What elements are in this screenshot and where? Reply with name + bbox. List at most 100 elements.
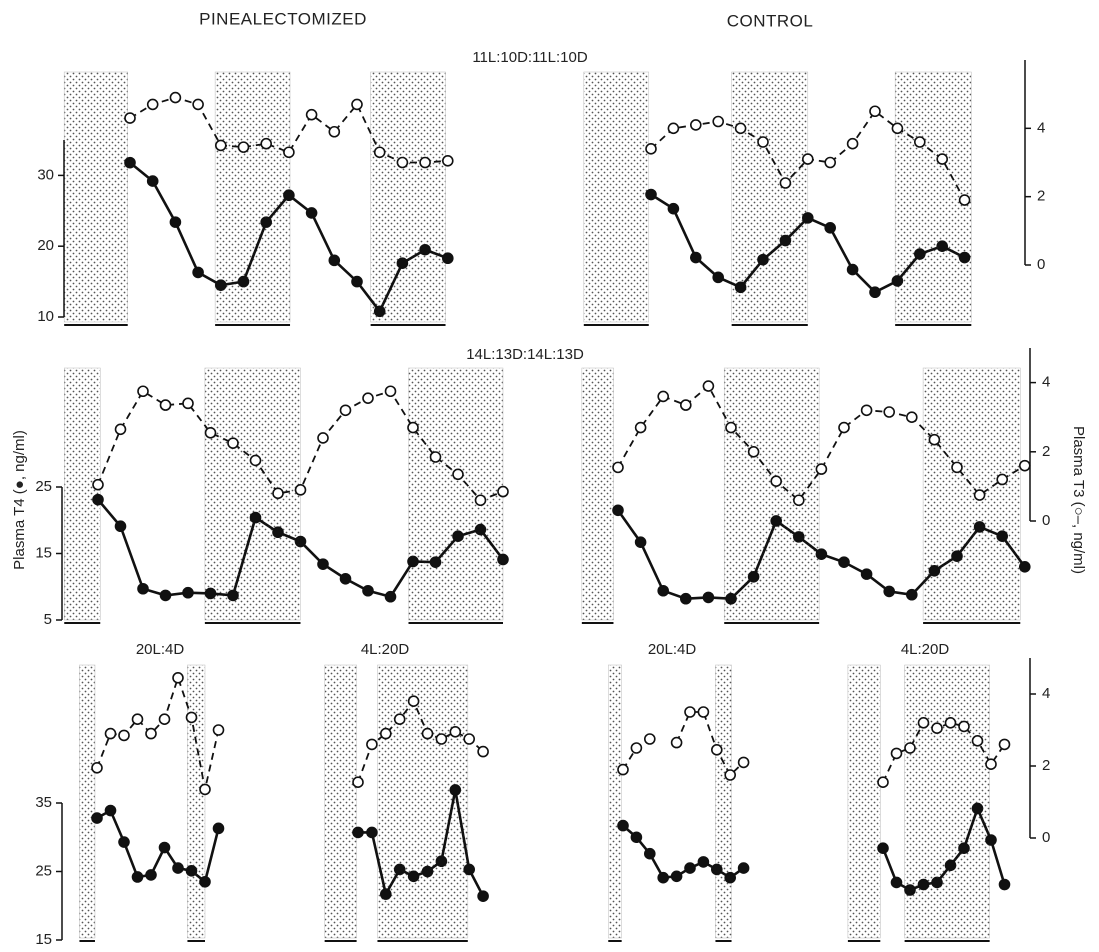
t3-point bbox=[630, 742, 643, 754]
dark-period bbox=[847, 664, 881, 939]
t4-point bbox=[260, 216, 273, 228]
t4-point bbox=[204, 587, 217, 600]
y2-tick-label: 0 bbox=[1042, 829, 1050, 846]
dark-period bbox=[187, 664, 206, 939]
t4-point bbox=[215, 279, 227, 291]
t4-point bbox=[958, 251, 971, 264]
y2-tick-label: 0 bbox=[1042, 512, 1050, 529]
t3-point bbox=[294, 484, 307, 496]
t4-point bbox=[172, 862, 184, 874]
t4-point bbox=[146, 175, 159, 187]
t3-point bbox=[305, 108, 318, 121]
t4-point bbox=[1019, 560, 1031, 573]
t3-point bbox=[283, 146, 295, 159]
t3-point bbox=[328, 125, 341, 138]
t3-point bbox=[124, 112, 136, 124]
t3-point bbox=[435, 733, 448, 745]
t3-point bbox=[617, 763, 629, 776]
t3-point bbox=[702, 380, 715, 392]
y-tick-label: 25 bbox=[35, 862, 52, 879]
t4-point bbox=[846, 263, 859, 276]
dark-period bbox=[324, 664, 357, 939]
t4-point bbox=[985, 834, 997, 846]
t4-point bbox=[159, 589, 172, 602]
t4-point bbox=[283, 189, 295, 202]
t4-point bbox=[212, 822, 225, 835]
t3-point bbox=[182, 397, 194, 410]
panel-title: 20L:4D bbox=[648, 641, 697, 658]
y2-axis-label: Plasma T3 (○–, ng/ml) bbox=[1070, 426, 1087, 574]
t4-point bbox=[958, 842, 970, 855]
t3-point bbox=[407, 421, 419, 434]
t3-point bbox=[137, 385, 149, 398]
t4-point bbox=[890, 876, 903, 889]
panel-title: 20L:4D bbox=[136, 641, 185, 658]
t3-point bbox=[362, 392, 374, 404]
t3-point bbox=[657, 390, 670, 403]
t3-point bbox=[971, 734, 984, 747]
t3-point bbox=[996, 473, 1009, 486]
t3-point bbox=[913, 136, 926, 148]
t3-point bbox=[474, 494, 487, 507]
t3-point bbox=[838, 421, 850, 434]
t4-point bbox=[928, 564, 941, 577]
t4-point bbox=[877, 842, 889, 855]
t3-point bbox=[91, 761, 103, 774]
t4-point bbox=[702, 591, 715, 604]
t4-point bbox=[351, 275, 363, 288]
t3-point bbox=[169, 91, 182, 104]
t3-point bbox=[757, 136, 769, 148]
panel-title: 4L:20D bbox=[361, 641, 410, 658]
t4-point bbox=[114, 520, 127, 533]
t4-point bbox=[869, 286, 881, 299]
t3-point bbox=[384, 385, 397, 398]
t4-point bbox=[463, 863, 476, 876]
t3-point bbox=[890, 747, 903, 760]
t4-point bbox=[441, 252, 454, 265]
t3-point bbox=[199, 783, 211, 796]
t4-point bbox=[449, 784, 462, 796]
t3-point bbox=[352, 776, 364, 789]
t4-point bbox=[185, 865, 198, 877]
t4-point bbox=[131, 871, 144, 883]
t4-point bbox=[667, 202, 680, 215]
y2-tick-label: 2 bbox=[1042, 443, 1050, 460]
t4-point bbox=[407, 870, 420, 883]
t3-point bbox=[477, 745, 489, 758]
y-tick-label: 25 bbox=[35, 478, 52, 495]
t3-point bbox=[215, 139, 227, 152]
t4-point bbox=[684, 862, 696, 874]
t4-point bbox=[757, 253, 769, 266]
dark-period bbox=[731, 71, 809, 323]
y-tick-label: 35 bbox=[35, 794, 52, 811]
t3-point bbox=[951, 461, 963, 474]
t3-point bbox=[407, 695, 420, 708]
t4-point bbox=[936, 240, 949, 252]
t4-point bbox=[192, 266, 204, 279]
t4-point bbox=[747, 570, 760, 583]
t3-point bbox=[158, 713, 171, 726]
t4-point bbox=[697, 856, 710, 868]
t4-point bbox=[339, 572, 352, 585]
t4-point bbox=[710, 863, 723, 876]
header-right: CONTROL bbox=[727, 11, 814, 30]
t4-point bbox=[734, 281, 747, 294]
t4-point bbox=[905, 588, 918, 601]
t4-point bbox=[612, 504, 624, 517]
t3-point bbox=[159, 399, 172, 411]
t4-point bbox=[792, 531, 805, 543]
t3-point bbox=[877, 776, 889, 789]
y-tick-label: 15 bbox=[35, 544, 52, 561]
y2-tick-label: 2 bbox=[1042, 757, 1050, 774]
t3-point bbox=[883, 406, 896, 418]
t3-point bbox=[747, 445, 760, 458]
y-tick-label: 15 bbox=[35, 931, 52, 948]
dark-period bbox=[581, 367, 614, 621]
t3-point bbox=[227, 437, 239, 449]
header-left: PINEALECTOMIZED bbox=[199, 9, 367, 28]
t4-point bbox=[407, 555, 419, 568]
t4-point bbox=[452, 530, 464, 543]
t3-point bbox=[634, 421, 647, 434]
t3-point bbox=[441, 154, 454, 167]
t4-point bbox=[657, 584, 670, 597]
